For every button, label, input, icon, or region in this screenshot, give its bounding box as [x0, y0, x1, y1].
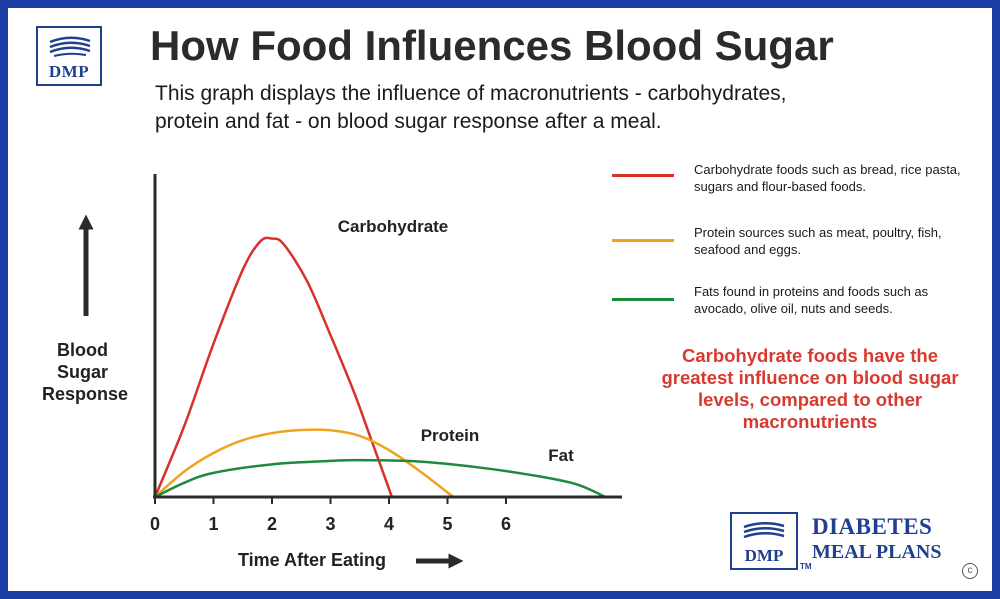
- x-tick-label: 2: [267, 514, 277, 534]
- legend-item-protein: Protein sources such as meat, poultry, f…: [612, 224, 972, 274]
- x-tick-label: 5: [442, 514, 452, 534]
- x-tick-label: 6: [501, 514, 511, 534]
- legend-item-fat: Fats found in proteins and foods such as…: [612, 283, 972, 333]
- series-label-fat: Fat: [548, 446, 574, 465]
- swoosh-icon: [49, 36, 91, 57]
- brand-line-1: DIABETES: [812, 514, 933, 539]
- copyright-icon: c: [962, 563, 978, 579]
- dmp-brand-logo: DMP: [730, 512, 798, 570]
- series-line-fat: [154, 458, 606, 499]
- legend-item-carbohydrate: Carbohydrate foods such as bread, rice p…: [612, 161, 972, 211]
- page-title: How Food Influences Blood Sugar: [150, 22, 834, 69]
- page-subtitle: This graph displays the influence of mac…: [155, 82, 787, 133]
- trademark: TM: [800, 562, 812, 571]
- legend-swatch-fat: [612, 298, 674, 301]
- legend-swatch-protein: [612, 239, 674, 242]
- legend-text-carbohydrate: Carbohydrate foods such as bread, rice p…: [694, 162, 961, 194]
- poster: [8, 8, 992, 591]
- swoosh-icon: [743, 522, 785, 539]
- y-axis-label: Blood Sugar Response: [42, 340, 128, 404]
- brand-mark: DMP: [744, 546, 784, 565]
- brand-name: DIABETES MEAL PLANS: [812, 514, 972, 564]
- callout-text: Carbohydrate foods have the greatest inf…: [661, 345, 959, 432]
- x-tick-label: 1: [208, 514, 218, 534]
- dmp-logo: DMP: [36, 26, 102, 86]
- x-tick-label: 4: [384, 514, 394, 534]
- legend-swatch-carbohydrate: [612, 174, 674, 177]
- series-line-carbohydrate: [153, 236, 394, 498]
- legend-text-fat: Fats found in proteins and foods such as…: [694, 284, 929, 316]
- x-axis-label: Time After Eating: [238, 550, 386, 570]
- series-label-protein: Protein: [421, 426, 480, 445]
- series-label-carbohydrate: Carbohydrate: [338, 217, 449, 236]
- x-tick-label: 0: [150, 514, 160, 534]
- x-tick-label: 3: [325, 514, 335, 534]
- brand-line-2: MEAL PLANS: [812, 541, 942, 563]
- series-line-protein: [154, 428, 455, 498]
- legend-text-protein: Protein sources such as meat, poultry, f…: [694, 225, 942, 257]
- logo-mark: DMP: [48, 62, 90, 81]
